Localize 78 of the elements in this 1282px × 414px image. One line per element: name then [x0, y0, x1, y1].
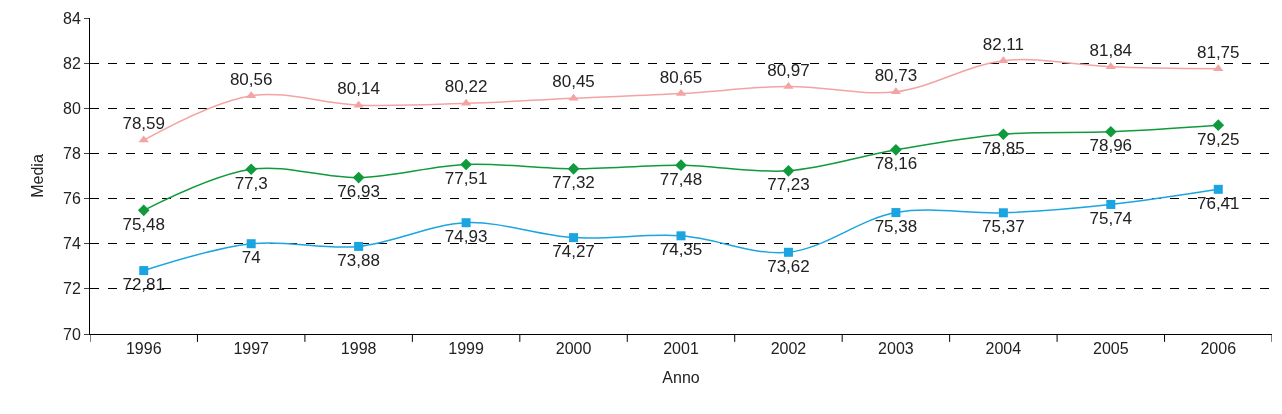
- data-label: 72,81: [122, 274, 165, 294]
- data-label: 76,41: [1197, 193, 1240, 213]
- y-axis-title: Media: [28, 154, 46, 198]
- y-tick-label: 76: [63, 190, 81, 208]
- data-label: 80,56: [229, 69, 273, 89]
- point: [567, 162, 580, 175]
- x-tick-label: 2003: [878, 340, 914, 358]
- x-tick-label: 2004: [985, 340, 1022, 358]
- data-label: 80,14: [337, 79, 380, 99]
- point: [783, 81, 794, 89]
- data-label: 80,97: [767, 60, 810, 80]
- data-label: 82,11: [982, 34, 1024, 54]
- point: [998, 208, 1008, 218]
- point: [354, 241, 364, 251]
- data-label: 77,3: [234, 173, 268, 193]
- data-label: 75,48: [122, 214, 165, 234]
- data-label: 73,62: [767, 256, 810, 276]
- point: [1104, 125, 1117, 138]
- data-label: 78,96: [1089, 136, 1133, 156]
- point: [1106, 199, 1116, 209]
- y-tick-label: 70: [63, 325, 81, 343]
- x-tick-label: 2000: [555, 340, 592, 358]
- data-label: 73,88: [337, 250, 380, 270]
- data-label: 80,22: [444, 77, 488, 97]
- x-tick-label: 2002: [770, 340, 807, 358]
- point: [460, 158, 472, 171]
- data-label: 75,74: [1089, 208, 1133, 228]
- point: [891, 208, 901, 218]
- point: [997, 128, 1010, 141]
- data-label: 75,38: [874, 216, 918, 236]
- point: [675, 159, 687, 172]
- x-tick-label: 1997: [233, 340, 270, 358]
- data-label: 75,37: [982, 217, 1025, 237]
- x-tick-label: 2006: [1200, 340, 1237, 358]
- point: [352, 171, 365, 184]
- x-tick-label: 1998: [340, 340, 377, 358]
- point: [139, 266, 149, 276]
- point: [676, 231, 686, 241]
- data-label: 79,25: [1197, 129, 1240, 149]
- point: [1213, 64, 1224, 72]
- data-label: 74,27: [552, 241, 595, 261]
- x-tick-label: 1999: [448, 340, 484, 358]
- data-label: 77,48: [659, 169, 703, 189]
- point: [137, 204, 150, 217]
- data-label: 78,85: [982, 138, 1025, 158]
- data-label: 78,59: [122, 114, 165, 134]
- data-label: 78,16: [874, 154, 918, 174]
- point: [245, 163, 258, 176]
- y-tick-label: 82: [63, 54, 81, 72]
- data-label: 80,65: [659, 67, 703, 87]
- y-tick-label: 84: [63, 9, 81, 27]
- data-label: 76,93: [337, 181, 380, 201]
- y-tick-label: 78: [63, 145, 81, 163]
- point: [246, 239, 256, 249]
- x-axis-title: Anno: [662, 368, 700, 386]
- y-tick-label: 74: [63, 235, 81, 253]
- y-tick-label: 72: [63, 280, 81, 298]
- data-label: 74,35: [659, 240, 703, 260]
- data-label: 77,32: [552, 173, 595, 193]
- data-label: 74,93: [444, 227, 488, 247]
- point: [569, 233, 579, 243]
- data-label: 77,51: [444, 168, 488, 188]
- y-tick-label: 80: [63, 99, 81, 117]
- data-label: 81,75: [1197, 42, 1240, 62]
- data-label: 80,45: [552, 72, 595, 92]
- data-label: 80,73: [874, 65, 918, 85]
- point: [782, 164, 795, 177]
- x-tick-label: 2001: [663, 340, 699, 358]
- data-label: 74: [241, 248, 261, 268]
- data-label: 77,23: [767, 175, 810, 195]
- point: [783, 247, 793, 257]
- data-label: 81,84: [1089, 40, 1133, 60]
- point: [890, 143, 902, 156]
- point: [461, 218, 471, 228]
- x-tick-label: 1996: [125, 340, 162, 358]
- point: [1213, 184, 1223, 194]
- x-tick-label: 2005: [1093, 340, 1129, 358]
- point: [1212, 119, 1225, 132]
